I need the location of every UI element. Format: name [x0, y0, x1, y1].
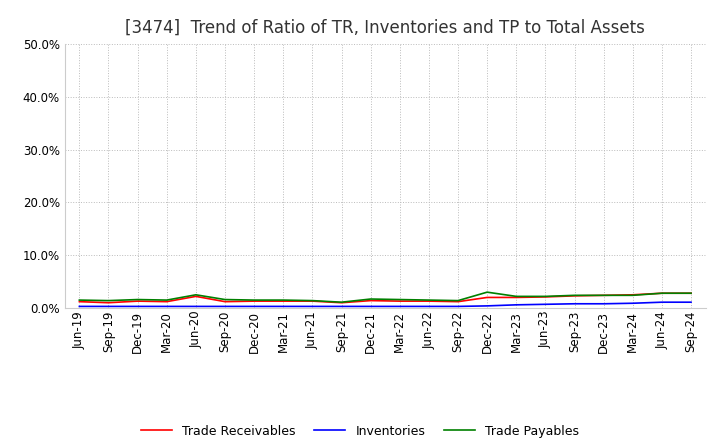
Trade Payables: [687, 290, 696, 296]
Trade Payables: [192, 292, 200, 297]
Inventories: [425, 304, 433, 309]
Trade Receivables: [483, 295, 492, 300]
Trade Receivables: [570, 293, 579, 298]
Trade Receivables: [75, 299, 84, 304]
Inventories: [599, 301, 608, 306]
Trade Receivables: [629, 292, 637, 297]
Inventories: [629, 301, 637, 306]
Inventories: [454, 304, 462, 309]
Trade Receivables: [366, 298, 375, 303]
Line: Trade Payables: Trade Payables: [79, 292, 691, 302]
Trade Receivables: [395, 298, 404, 304]
Trade Receivables: [541, 294, 550, 300]
Trade Receivables: [687, 290, 696, 296]
Trade Payables: [133, 297, 142, 302]
Trade Receivables: [163, 299, 171, 304]
Trade Receivables: [279, 298, 287, 304]
Trade Receivables: [454, 299, 462, 304]
Trade Payables: [629, 293, 637, 298]
Trade Payables: [337, 300, 346, 305]
Inventories: [308, 304, 317, 309]
Inventories: [395, 304, 404, 309]
Trade Receivables: [337, 300, 346, 305]
Trade Receivables: [250, 298, 258, 304]
Trade Payables: [366, 297, 375, 302]
Inventories: [220, 304, 229, 309]
Trade Payables: [570, 293, 579, 298]
Trade Payables: [395, 297, 404, 302]
Inventories: [541, 302, 550, 307]
Trade Receivables: [104, 300, 113, 305]
Inventories: [366, 304, 375, 309]
Inventories: [512, 302, 521, 308]
Inventories: [483, 303, 492, 308]
Trade Payables: [250, 297, 258, 303]
Trade Payables: [75, 297, 84, 303]
Line: Inventories: Inventories: [79, 302, 691, 306]
Trade Payables: [220, 297, 229, 302]
Trade Receivables: [308, 298, 317, 304]
Trade Receivables: [220, 299, 229, 304]
Trade Payables: [308, 298, 317, 303]
Line: Trade Receivables: Trade Receivables: [79, 293, 691, 303]
Inventories: [337, 304, 346, 309]
Trade Payables: [454, 298, 462, 303]
Inventories: [104, 304, 113, 309]
Inventories: [250, 304, 258, 309]
Trade Payables: [279, 297, 287, 303]
Title: [3474]  Trend of Ratio of TR, Inventories and TP to Total Assets: [3474] Trend of Ratio of TR, Inventories…: [125, 19, 645, 37]
Trade Payables: [483, 290, 492, 295]
Trade Payables: [163, 297, 171, 303]
Trade Receivables: [512, 295, 521, 300]
Inventories: [687, 300, 696, 305]
Trade Payables: [512, 294, 521, 299]
Inventories: [133, 304, 142, 309]
Trade Payables: [599, 293, 608, 298]
Trade Payables: [104, 298, 113, 303]
Legend: Trade Receivables, Inventories, Trade Payables: Trade Receivables, Inventories, Trade Pa…: [135, 420, 585, 440]
Trade Payables: [657, 290, 666, 296]
Trade Receivables: [425, 298, 433, 304]
Trade Receivables: [192, 294, 200, 299]
Trade Receivables: [133, 298, 142, 304]
Inventories: [75, 304, 84, 309]
Trade Receivables: [657, 290, 666, 296]
Inventories: [657, 300, 666, 305]
Inventories: [570, 301, 579, 306]
Trade Payables: [425, 297, 433, 303]
Trade Payables: [541, 294, 550, 299]
Inventories: [163, 304, 171, 309]
Trade Receivables: [599, 293, 608, 298]
Inventories: [192, 304, 200, 309]
Inventories: [279, 304, 287, 309]
